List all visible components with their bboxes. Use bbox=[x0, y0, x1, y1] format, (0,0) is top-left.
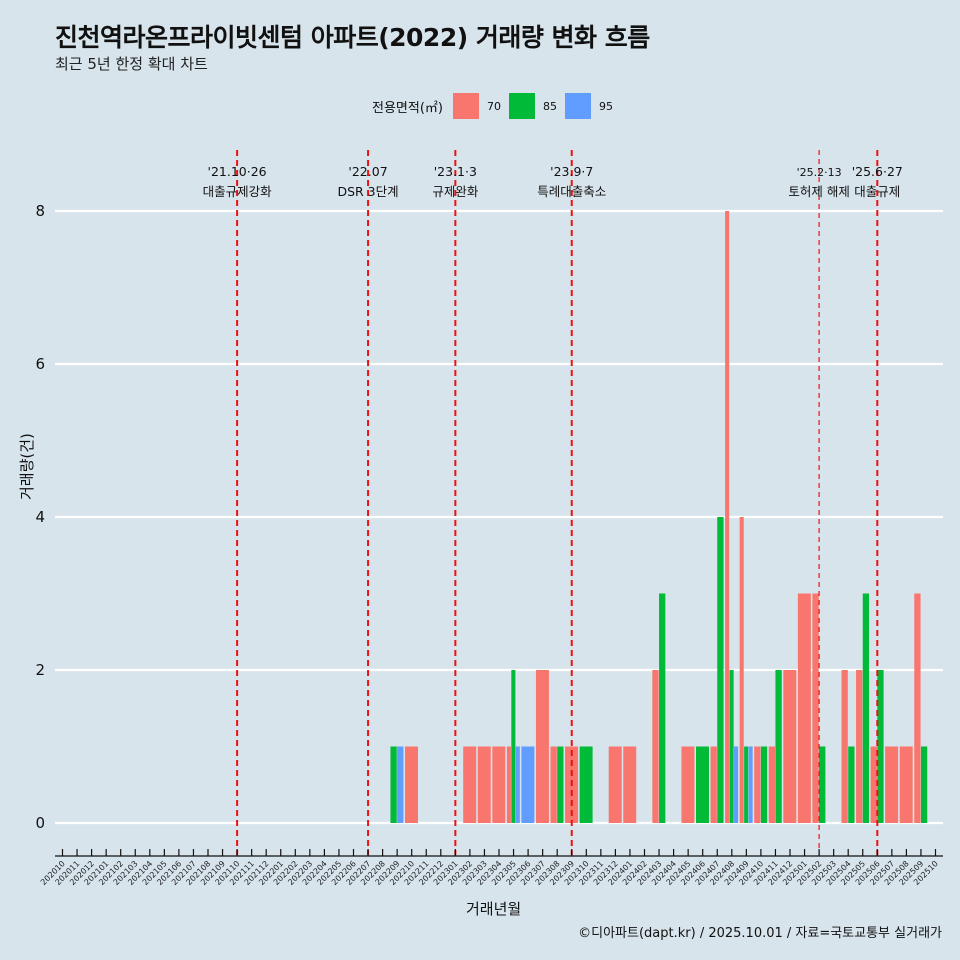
bar-70-202407 bbox=[710, 746, 717, 823]
bar-70-202210 bbox=[405, 746, 418, 823]
event-label-202207: DSR 3단계 bbox=[337, 184, 398, 199]
bar-95-202409 bbox=[748, 746, 753, 823]
event-label-202301: 규제완화 bbox=[432, 184, 479, 199]
y-tick-label-8: 8 bbox=[35, 202, 45, 220]
chart-subtitle: 최근 5년 한정 확대 차트 bbox=[55, 55, 208, 73]
bar-70-202501 bbox=[797, 593, 811, 823]
bar-85-202504 bbox=[848, 746, 855, 823]
event-label-202506: 대출규제 bbox=[854, 184, 900, 199]
legend-key-70 bbox=[452, 93, 479, 119]
bar-85-202502 bbox=[819, 746, 826, 823]
legend-key-85 bbox=[508, 93, 535, 119]
event-date-202301: '23.1·3 bbox=[434, 164, 477, 179]
event-label-202502: 토허제 해제 bbox=[788, 184, 849, 199]
bar-70-202410 bbox=[754, 746, 761, 823]
bar-85-202310 bbox=[579, 746, 593, 823]
legend-label-70: 70 bbox=[486, 99, 501, 113]
event-date-202110: '21.10·26 bbox=[208, 164, 267, 179]
bar-85-202505 bbox=[862, 593, 870, 823]
bar-70-202307 bbox=[535, 670, 549, 823]
bar-70-202401 bbox=[623, 746, 637, 823]
bar-85-202411 bbox=[775, 670, 782, 823]
bar-85-202209 bbox=[390, 746, 397, 823]
bar-95-202408 bbox=[734, 746, 739, 823]
bar-95-202306 bbox=[521, 746, 535, 823]
bar-70-202408 bbox=[725, 211, 730, 823]
event-date-202502: '25.2·13 bbox=[797, 166, 842, 179]
bar-70-202308 bbox=[550, 746, 557, 823]
bar-70-202409 bbox=[739, 517, 744, 823]
bar-70-202305 bbox=[506, 746, 511, 823]
bar-85-202509 bbox=[920, 746, 928, 823]
bar-70-202304 bbox=[492, 746, 506, 823]
source-caption: ©디아파트(dapt.kr) / 2025.10.01 / 자료=국토교통부 실… bbox=[578, 926, 942, 941]
y-tick-label-2: 2 bbox=[35, 661, 45, 679]
bar-85-202506 bbox=[877, 670, 884, 823]
bar-85-202408 bbox=[729, 670, 734, 823]
event-date-202207: '22.07 bbox=[348, 164, 387, 179]
event-date-202309: '23.9·7 bbox=[550, 164, 593, 179]
bar-70-202403 bbox=[652, 670, 659, 823]
bar-70-202509 bbox=[914, 593, 921, 823]
chart-title: 진천역라온프라이빗센텀 아파트(2022) 거래량 변화 흐름 bbox=[55, 23, 650, 52]
legend-title: 전용면적(㎡) bbox=[372, 100, 443, 116]
y-tick-label-0: 0 bbox=[35, 814, 45, 832]
bar-95-202209 bbox=[397, 746, 404, 823]
bar-70-202507 bbox=[885, 746, 899, 823]
legend: 전용면적(㎡) 70 85 95 bbox=[372, 93, 619, 119]
bar-70-202405 bbox=[681, 746, 695, 823]
legend-label-85: 85 bbox=[542, 99, 557, 113]
bar-85-202308 bbox=[557, 746, 564, 823]
bar-70-202302 bbox=[463, 746, 477, 823]
bar-70-202508 bbox=[899, 746, 913, 823]
bar-85-202407 bbox=[717, 517, 724, 823]
bar-70-202505 bbox=[856, 670, 863, 823]
event-label-202309: 특례대출축소 bbox=[537, 184, 606, 199]
bar-85-202403 bbox=[659, 593, 666, 823]
bar-95-202305 bbox=[515, 746, 520, 823]
bar-70-202506 bbox=[870, 746, 877, 823]
legend-key-95 bbox=[564, 93, 591, 119]
bar-70-202411 bbox=[768, 746, 776, 823]
bar-70-202502 bbox=[812, 593, 819, 823]
bar-85-202406 bbox=[696, 746, 709, 823]
bar-85-202305 bbox=[511, 670, 516, 823]
bar-70-202504 bbox=[841, 670, 848, 823]
y-tick-label-4: 4 bbox=[35, 508, 45, 526]
bar-85-202410 bbox=[760, 746, 768, 823]
event-label-202110: 대출규제강화 bbox=[203, 184, 273, 199]
bar-70-202412 bbox=[783, 670, 797, 823]
y-tick-label-6: 6 bbox=[35, 355, 45, 373]
bar-70-202312 bbox=[608, 746, 622, 823]
x-axis-label: 거래년월 bbox=[466, 900, 522, 918]
y-axis-label: 거래량(건) bbox=[18, 433, 36, 500]
legend-label-95: 95 bbox=[598, 99, 613, 113]
event-date-202506: '25.6·27 bbox=[852, 164, 903, 179]
bar-85-202409 bbox=[744, 746, 749, 823]
bar-70-202303 bbox=[477, 746, 491, 823]
